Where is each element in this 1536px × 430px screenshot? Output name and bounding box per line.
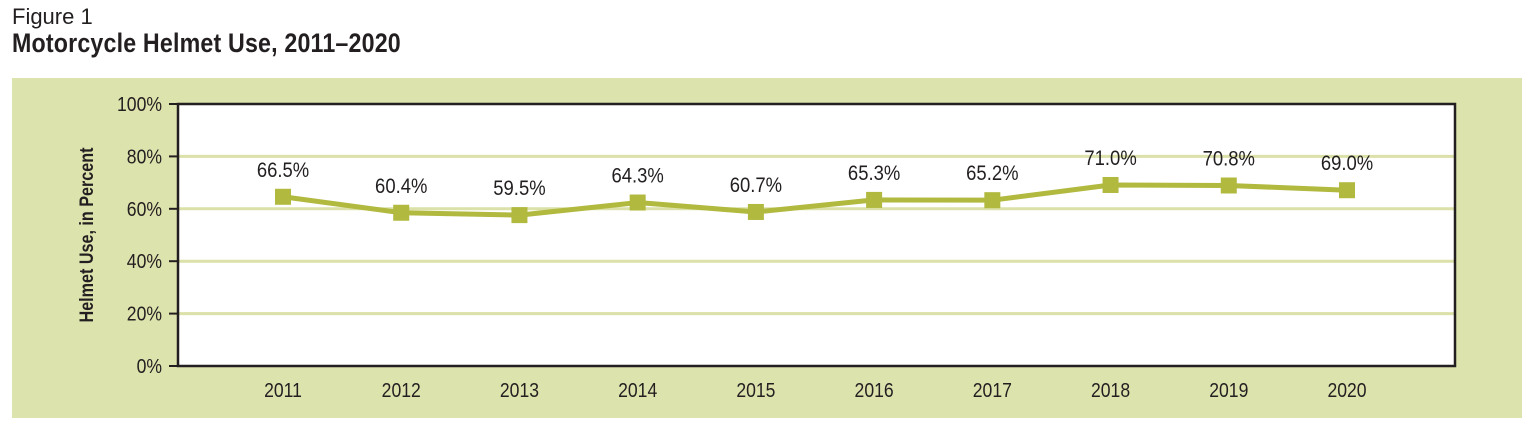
data-point-marker [984,192,1001,209]
data-point-marker [1102,176,1119,193]
gridlines [178,154,1455,316]
plot-border [176,102,1457,368]
y-tick-label: 80% [127,145,162,167]
data-point-marker [511,207,528,224]
x-axis: 2011 2012 2013 2014 2015 2016 2017 2018 2019 2020 [264,379,1366,401]
data-label: 60.4% [375,175,427,198]
y-tick-label: 20% [127,303,162,325]
data-point-marker [1339,182,1355,199]
data-point-marker [1220,177,1237,194]
y-axis-title: Helmet Use, in Percent [76,147,98,322]
data-point-marker [275,188,291,205]
y-axis: 0% 20% 40% 60% 80% 100% [117,93,178,377]
data-label: 69.0% [1321,152,1373,175]
figure-title: Motorcycle Helmet Use, 2011–2020 [12,28,401,58]
y-tick-label: 40% [127,250,162,272]
data-label: 71.0% [1084,147,1136,170]
x-tick-label: 2019 [1209,379,1248,401]
data-point-marker [393,204,410,221]
data-point-marker [629,194,646,211]
series-line [282,182,1348,218]
figure-label: Figure 1 [12,4,93,29]
data-label: 65.2% [966,162,1018,185]
x-tick-label: 2016 [855,379,894,401]
series-helmet-use: 66.5% 60.4% 59.5% 64.3% 60.7% 65.3% 65.2% 71.0%… [257,147,1373,224]
data-label: 64.3% [611,164,663,187]
x-tick-label: 2013 [500,379,539,401]
x-tick-label: 2017 [973,379,1012,401]
x-tick-label: 2011 [264,379,302,401]
data-label: 66.5% [257,159,309,182]
y-tick-label: 100% [117,93,162,115]
x-tick-label: 2012 [382,379,421,401]
data-point-marker [866,191,883,208]
data-label: 60.7% [730,174,782,197]
data-point-marker [747,203,764,220]
x-tick-label: 2015 [736,379,775,401]
x-tick-label: 2018 [1091,379,1130,401]
data-label: 59.5% [493,177,545,200]
x-tick-label: 2014 [618,379,657,401]
data-label: 70.8% [1203,147,1255,170]
plot-area [178,104,1455,366]
data-label: 65.3% [848,162,900,185]
y-tick-label: 0% [137,355,163,377]
x-tick-label: 2020 [1327,379,1366,401]
y-tick-label: 60% [127,198,162,220]
